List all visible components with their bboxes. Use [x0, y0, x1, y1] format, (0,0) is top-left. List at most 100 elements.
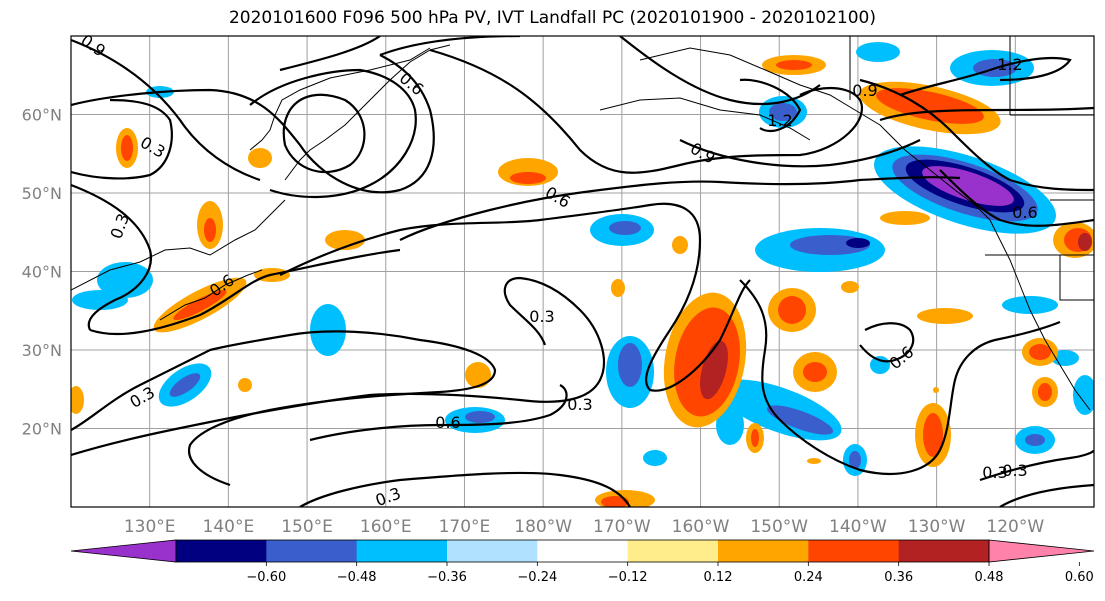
- shade-blob: [856, 42, 900, 62]
- contour-line: [71, 54, 435, 194]
- lat-label: 40°N: [22, 263, 62, 282]
- contour-line: [739, 279, 1061, 475]
- shade-blob: [121, 135, 133, 161]
- contour-line: [309, 384, 568, 442]
- shade-blob: [766, 405, 834, 435]
- contour-label: 0.3: [137, 133, 169, 162]
- coast-japan: [159, 269, 263, 321]
- colorbar-tick-label: 0.36: [884, 570, 913, 585]
- shade-blob: [803, 362, 827, 382]
- contour-line: [859, 78, 1094, 192]
- contour-label: 0.3: [373, 484, 403, 511]
- shade-blob: [1025, 434, 1045, 446]
- shade-blob: [1002, 296, 1058, 314]
- colorbar-extend-max: [988, 539, 1095, 563]
- colorbar-extend-min: [70, 539, 177, 563]
- colorbar-swatch: [898, 540, 990, 562]
- contour-line: [71, 183, 153, 331]
- contour-label: 0.3: [126, 383, 158, 412]
- colorbar-tick-label: −0.48: [337, 570, 377, 585]
- shade-blob: [700, 340, 728, 400]
- contour-label: 0.3: [982, 463, 1007, 482]
- colorbar-swatch: [447, 540, 538, 562]
- contour-label: 1.2: [997, 55, 1022, 74]
- lon-label: 140°E: [203, 517, 255, 537]
- map-frame: [70, 35, 1095, 508]
- lat-label: 30°N: [22, 341, 62, 360]
- shade-blob: [238, 378, 252, 392]
- shade-blob: [601, 496, 629, 507]
- longitude-labels: 130°E 140°E 150°E 160°E 170°E 180°W 170°W 160°W…: [124, 517, 1045, 537]
- contour-line: [282, 93, 366, 174]
- shade-blob: [71, 386, 84, 414]
- contour-line: [89, 248, 401, 336]
- shade-blob: [1038, 383, 1052, 401]
- shade-blob: [310, 304, 346, 356]
- coast-okhotsk: [249, 47, 431, 151]
- pv-contours: [71, 36, 1094, 507]
- colorbar-swatch: [808, 540, 900, 562]
- shade-blob: [751, 429, 759, 447]
- contour-line: [279, 36, 381, 72]
- latitude-labels: 60°N 50°N 40°N 30°N 20°N: [22, 106, 62, 439]
- shade-blob: [618, 343, 642, 387]
- lon-label: 180°W: [514, 517, 572, 537]
- lat-label: 50°N: [22, 184, 62, 203]
- shade-blob: [173, 289, 227, 321]
- shade-blob: [169, 373, 201, 397]
- contour-line: [879, 106, 1094, 122]
- colorbar-tick-label: 0.12: [704, 570, 733, 585]
- map-title: 2020101600 F096 500 hPa PV, IVT Landfall…: [228, 8, 876, 28]
- shade-blob: [841, 281, 859, 293]
- lon-label: 160°W: [672, 517, 730, 537]
- lon-label: 170°E: [439, 517, 491, 537]
- shade-blob: [846, 238, 870, 248]
- contour-line: [249, 68, 417, 199]
- contour-label: 0.9: [852, 81, 877, 100]
- colorbar-tick-label: 0.24: [794, 570, 823, 585]
- colorbar-swatch: [176, 540, 267, 562]
- colorbar-outline: [175, 539, 990, 563]
- shade-blob: [611, 279, 625, 297]
- shade-blob: [769, 103, 797, 121]
- contour-line: [619, 36, 821, 106]
- colorbar-tick-label: 0.48: [975, 570, 1004, 585]
- shade-blob: [1029, 344, 1051, 360]
- lat-label: 20°N: [22, 420, 62, 439]
- shade-blob: [1078, 233, 1092, 251]
- contour-line: [71, 98, 173, 180]
- contour-label: 0.3: [1002, 461, 1027, 480]
- contour-line: [979, 449, 1094, 482]
- coast-aleutians: [599, 97, 811, 141]
- colorbar-swatch: [537, 540, 629, 562]
- colorbar-swatch: [718, 540, 809, 562]
- contour-label: 0.3: [107, 211, 134, 241]
- colorbar-swatch: [266, 540, 358, 562]
- shading-layer: [71, 36, 1094, 507]
- lon-label: 130°W: [908, 517, 966, 537]
- shade-blob: [465, 411, 495, 423]
- contour-label: 0.6: [435, 413, 460, 432]
- shade-blob: [325, 230, 365, 250]
- colorbar-tick-label: −0.12: [608, 570, 648, 585]
- contour-line: [71, 38, 261, 182]
- shade-blob: [465, 362, 491, 388]
- border-state: [1059, 255, 1094, 301]
- positive-shading: [71, 55, 1094, 507]
- contour-line: [279, 202, 751, 392]
- coast-kamchatka: [284, 44, 451, 181]
- contour-line: [71, 330, 497, 487]
- lon-label: 150°E: [281, 517, 333, 537]
- contour-label: 1.2: [767, 111, 792, 130]
- contour-line: [429, 48, 863, 174]
- shade-blob: [248, 148, 272, 168]
- contour-label: 0.3: [529, 307, 554, 326]
- coast-alaska: [639, 47, 991, 221]
- shade-blob: [97, 262, 153, 298]
- contour-line: [299, 471, 631, 507]
- contour-line: [899, 56, 1072, 97]
- colorbar: −0.60 −0.48 −0.36 −0.24 −0.12 0.12 0.24 0.36 0.4…: [70, 539, 1095, 585]
- shade-blob: [1073, 375, 1094, 415]
- contour-label: 0.6: [542, 183, 574, 212]
- contour-line: [679, 139, 921, 168]
